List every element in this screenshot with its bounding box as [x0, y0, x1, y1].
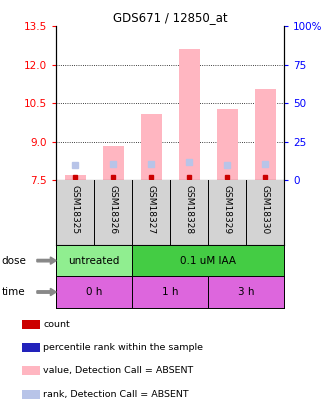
Text: time: time	[2, 287, 25, 297]
Text: 3 h: 3 h	[238, 287, 254, 297]
Text: GSM18327: GSM18327	[147, 185, 156, 234]
Text: percentile rank within the sample: percentile rank within the sample	[43, 343, 203, 352]
Bar	[141, 113, 161, 180]
Bar	[22, 367, 40, 375]
Text: GSM18325: GSM18325	[71, 185, 80, 234]
Text: GSM18326: GSM18326	[108, 185, 118, 234]
Bar	[103, 146, 124, 180]
Bar	[65, 175, 86, 180]
Bar	[179, 49, 200, 180]
Text: 0.1 uM IAA: 0.1 uM IAA	[180, 256, 236, 266]
Bar	[217, 109, 238, 180]
Bar	[132, 276, 208, 308]
Text: 0 h: 0 h	[86, 287, 102, 297]
Bar	[22, 390, 40, 399]
Text: 1 h: 1 h	[162, 287, 178, 297]
Text: rank, Detection Call = ABSENT: rank, Detection Call = ABSENT	[43, 390, 189, 399]
Bar	[56, 276, 132, 308]
Text: count: count	[43, 320, 70, 329]
Bar	[208, 276, 284, 308]
Bar	[255, 89, 275, 180]
Bar	[22, 320, 40, 329]
Text: GSM18330: GSM18330	[261, 185, 270, 234]
Title: GDS671 / 12850_at: GDS671 / 12850_at	[113, 11, 228, 24]
Bar	[22, 343, 40, 352]
Text: GSM18329: GSM18329	[222, 185, 232, 234]
Text: dose: dose	[2, 256, 26, 266]
Bar	[56, 245, 132, 276]
Text: GSM18328: GSM18328	[185, 185, 194, 234]
Text: untreated: untreated	[68, 256, 120, 266]
Text: value, Detection Call = ABSENT: value, Detection Call = ABSENT	[43, 367, 194, 375]
Bar	[132, 245, 284, 276]
